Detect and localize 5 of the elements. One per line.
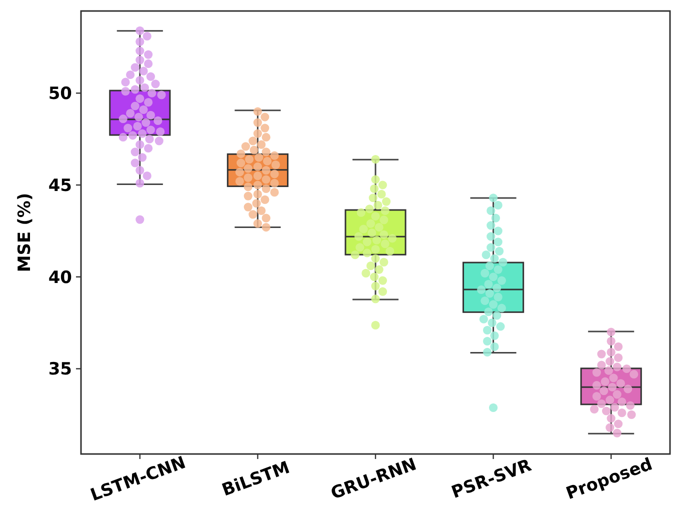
y-tick-label: 45 bbox=[48, 176, 72, 196]
y-tick-label: 35 bbox=[48, 360, 72, 380]
y-tick-label: 50 bbox=[48, 84, 72, 104]
y-axis-title: MSE (%) bbox=[15, 192, 35, 272]
y-tick-label: 40 bbox=[48, 268, 72, 288]
